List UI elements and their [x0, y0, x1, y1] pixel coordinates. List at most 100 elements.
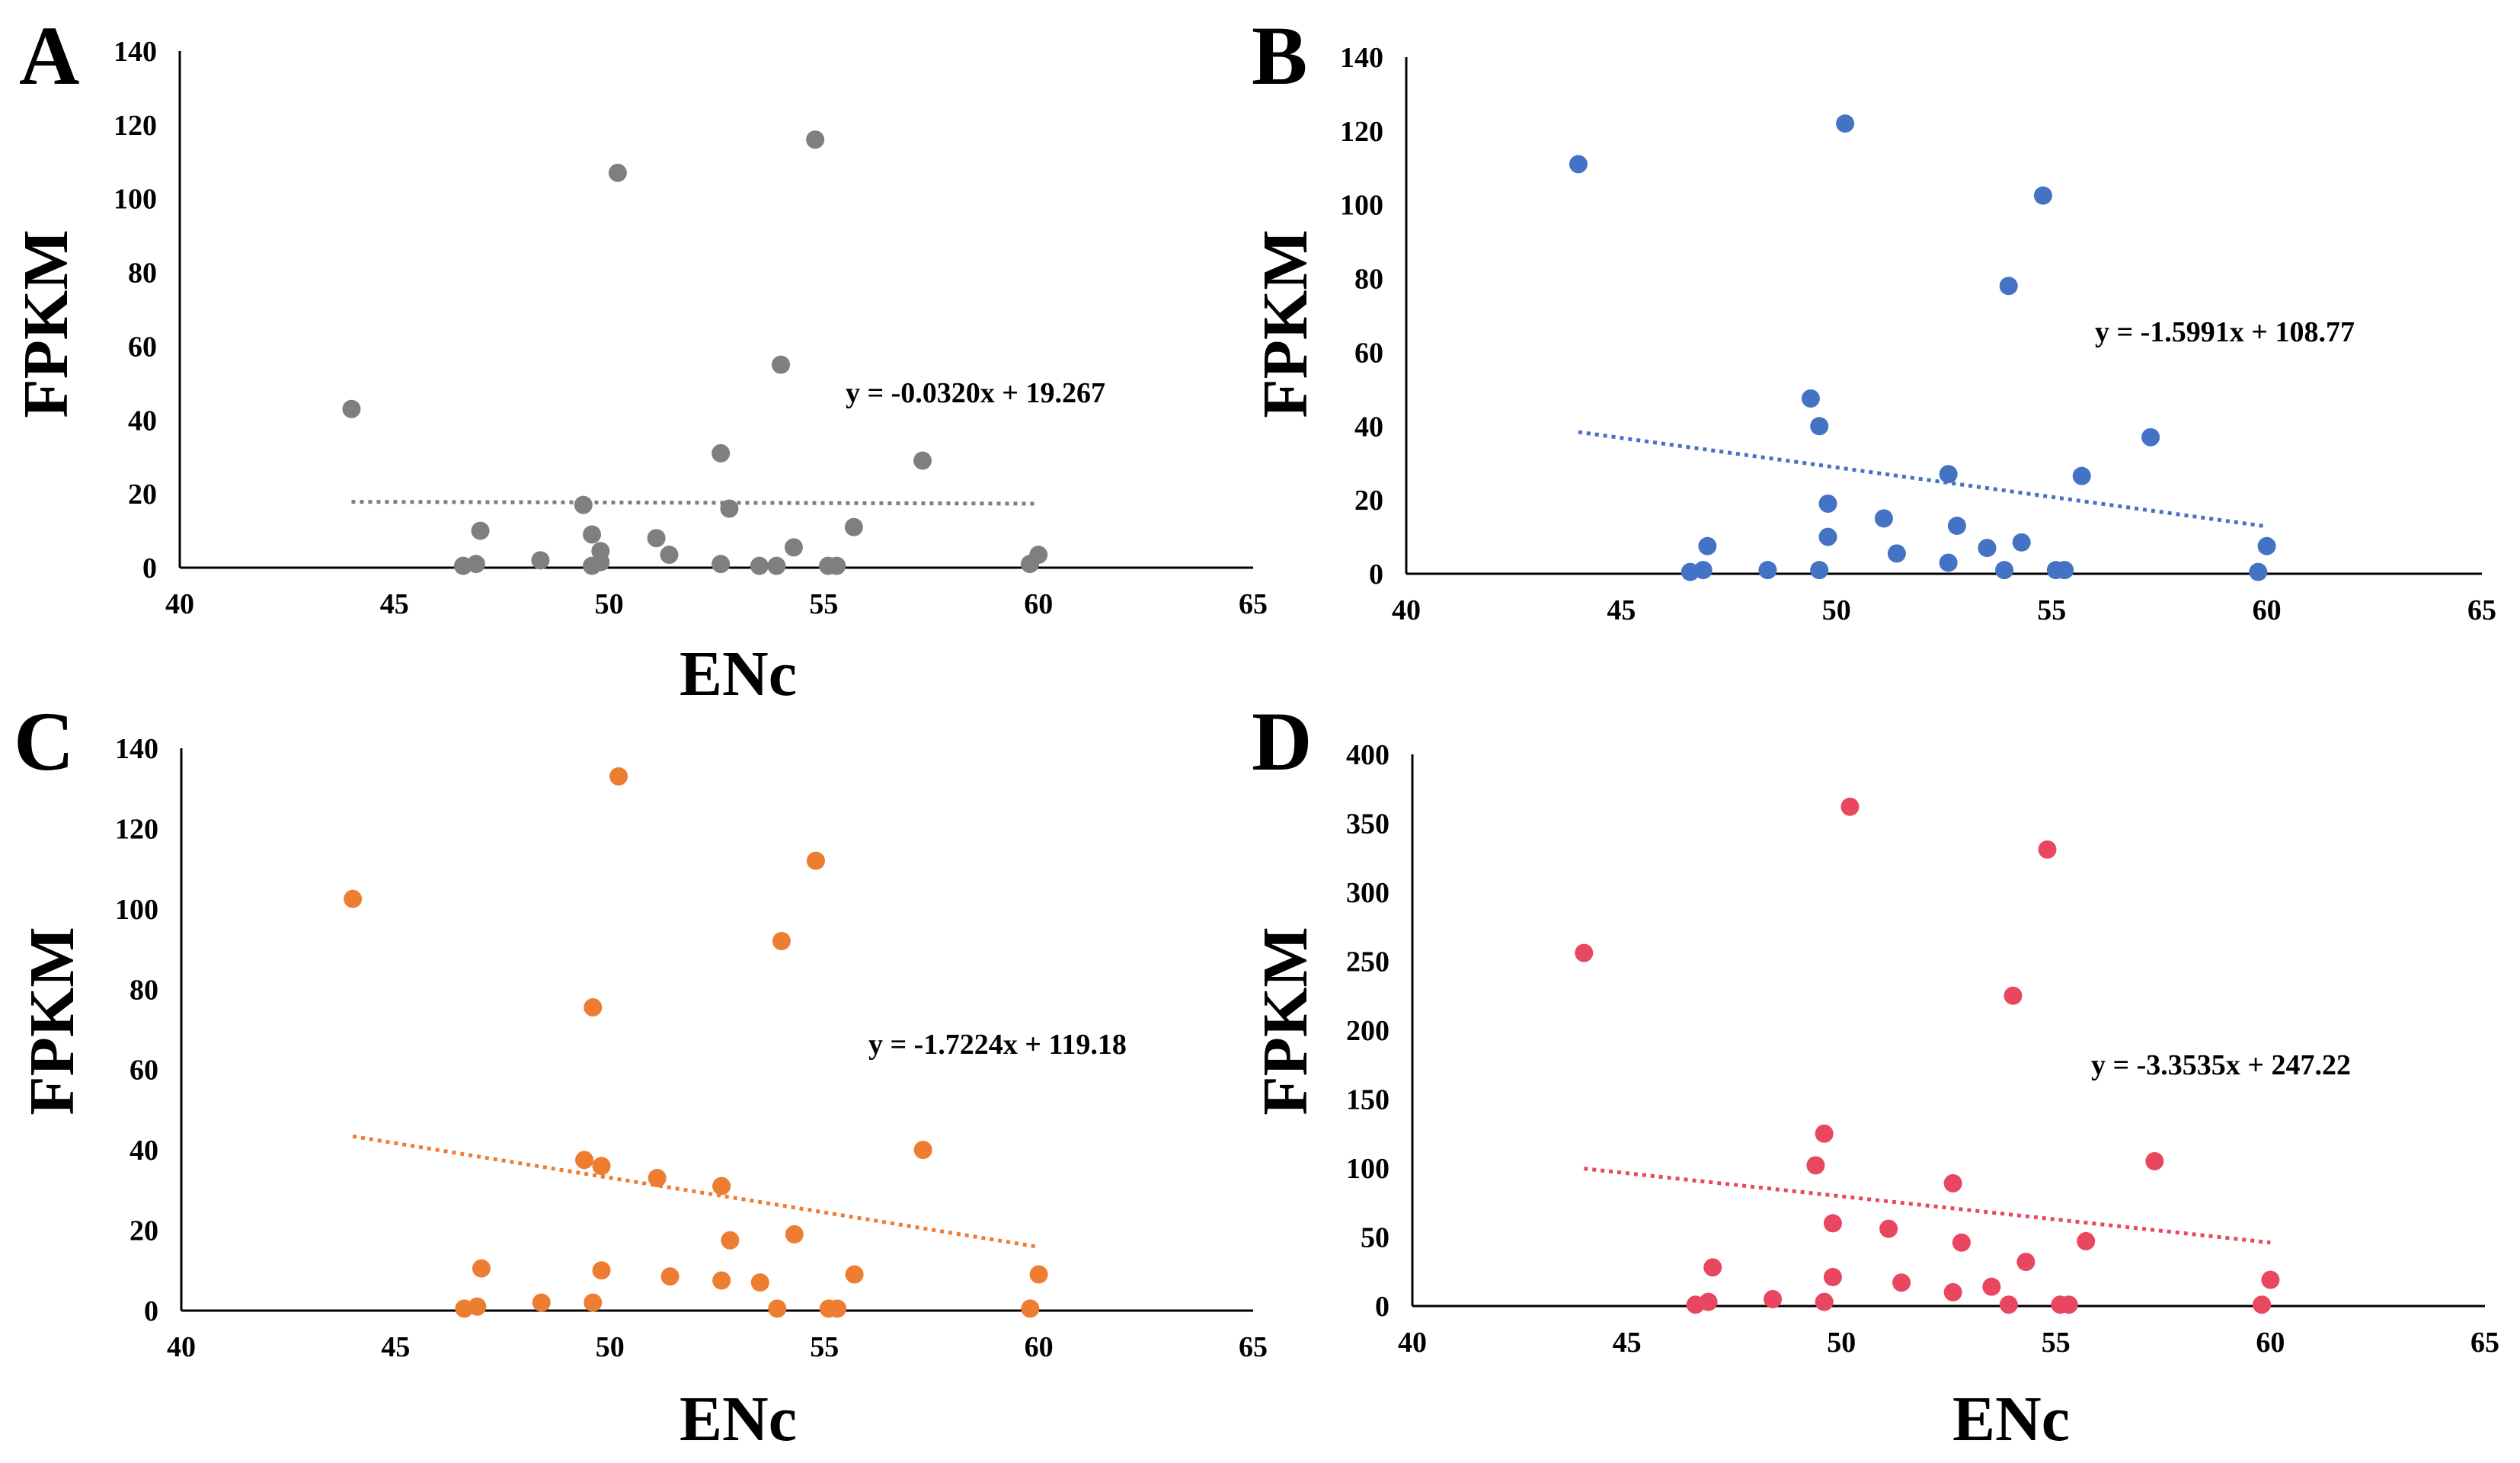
x-tick-label: 45: [1607, 594, 1636, 626]
trendline: [352, 1134, 1039, 1249]
data-point: [2038, 840, 2057, 859]
data-point: [342, 399, 361, 418]
data-point: [712, 1271, 731, 1290]
x-tick-label: 60: [1024, 588, 1053, 620]
y-tick-label: 100: [1346, 1153, 1390, 1185]
data-point: [647, 529, 666, 548]
data-point: [1978, 539, 1997, 558]
panel-b: B FPKM y = -1.5991x + 108.77 0 20 40 60 80 10…: [1250, 9, 2496, 626]
data-point: [1021, 1299, 1040, 1318]
data-point: [1758, 561, 1777, 580]
trendline: [1578, 430, 2267, 529]
trendline-equation: y = -0.0320x + 19.267: [846, 377, 1105, 409]
x-tick-label: 60: [2256, 1327, 2285, 1359]
data-point: [1943, 1173, 1962, 1192]
data-point: [583, 525, 602, 544]
trendline-equation: y = -1.7224x + 119.18: [868, 1029, 1127, 1061]
data-point: [1810, 561, 1829, 580]
y-tick-label: 0: [142, 552, 157, 584]
panel-letter: C: [14, 695, 74, 788]
data-point: [784, 538, 803, 557]
x-tick-label: 55: [810, 1331, 839, 1363]
data-point: [913, 1141, 932, 1160]
y-tick-label: 140: [1340, 42, 1383, 74]
data-point: [785, 1225, 804, 1244]
y-axis-label: FPKM: [17, 927, 88, 1115]
panel-letter: B: [1252, 9, 1307, 102]
data-point: [913, 451, 932, 470]
data-point: [2257, 536, 2276, 555]
data-point: [2016, 1253, 2036, 1272]
data-point: [1575, 943, 1594, 962]
panel-a: A FPKM ENc y = -0.0320x + 19.267 0 20 40 60…: [11, 9, 1268, 709]
data-point: [1947, 517, 1966, 536]
data-point: [1815, 1124, 1834, 1143]
x-tick-label: 50: [1822, 594, 1851, 626]
y-tick-label: 80: [130, 974, 158, 1006]
y-axis-label: FPKM: [1250, 229, 1321, 418]
data-point: [1029, 546, 1048, 565]
data-point: [827, 556, 846, 575]
data-point: [468, 1297, 487, 1316]
data-point: [471, 521, 490, 540]
y-tick-label: 120: [115, 813, 158, 845]
x-tick-label: 40: [167, 1331, 196, 1363]
data-point: [648, 1169, 667, 1188]
y-tick-label: 20: [130, 1215, 158, 1247]
x-tick-label: 50: [596, 1331, 625, 1363]
x-tick-label: 55: [2042, 1327, 2071, 1359]
data-point: [609, 767, 628, 786]
y-tick-label: 0: [144, 1295, 158, 1327]
data-point: [1879, 1219, 1898, 1238]
panel-d: D FPKM ENc y = -3.3535x + 247.22 0 50 100 1…: [1250, 695, 2499, 1455]
y-tick-label: 60: [130, 1055, 158, 1087]
data-point: [1699, 1292, 1718, 1311]
data-point: [712, 443, 731, 463]
panel-c: C FPKM ENc y = -1.7224x + 119.18 0 20 40 60…: [14, 695, 1268, 1455]
data-point: [2012, 533, 2031, 552]
panel-letter: D: [1252, 695, 1312, 788]
data-point: [720, 499, 739, 518]
data-point: [1806, 1156, 1825, 1175]
data-point: [768, 1299, 787, 1318]
data-point: [591, 542, 610, 561]
data-point: [660, 546, 679, 565]
data-point: [531, 551, 550, 570]
trendline: [351, 500, 1039, 506]
y-tick-label: 150: [1346, 1084, 1390, 1116]
data-point: [575, 1151, 594, 1170]
y-tick-label: 20: [128, 479, 157, 511]
y-tick-label: 20: [1354, 485, 1383, 517]
data-point: [1874, 509, 1893, 528]
data-point: [1703, 1258, 1722, 1277]
data-point: [2261, 1270, 2280, 1289]
y-tick-label: 140: [114, 36, 157, 68]
x-tick-label: 65: [1239, 1331, 1268, 1363]
x-tick-label: 45: [1613, 1327, 1642, 1359]
data-point: [608, 163, 627, 182]
data-point: [2077, 1231, 2096, 1250]
data-point: [767, 556, 786, 575]
data-point: [845, 1265, 864, 1284]
data-point: [750, 556, 769, 575]
x-tick-label: 45: [380, 588, 409, 620]
data-point: [1892, 1273, 1911, 1292]
data-point: [1698, 536, 1717, 555]
data-point: [660, 1267, 680, 1286]
y-tick-label: 200: [1346, 1015, 1390, 1047]
data-point: [806, 851, 825, 870]
data-point: [1836, 114, 1855, 133]
data-point: [2004, 986, 2023, 1005]
y-tick-label: 400: [1346, 739, 1390, 771]
data-point: [1569, 155, 1588, 174]
data-point: [1810, 417, 1829, 436]
data-point: [721, 1231, 740, 1250]
data-point: [1029, 1265, 1048, 1284]
data-point: [574, 495, 593, 514]
data-point: [2059, 1295, 2078, 1314]
y-axis-label: FPKM: [11, 229, 82, 418]
data-point: [1818, 527, 1837, 546]
data-point: [1840, 797, 1860, 816]
trendline: [1584, 1167, 2271, 1245]
data-point: [2033, 186, 2052, 205]
